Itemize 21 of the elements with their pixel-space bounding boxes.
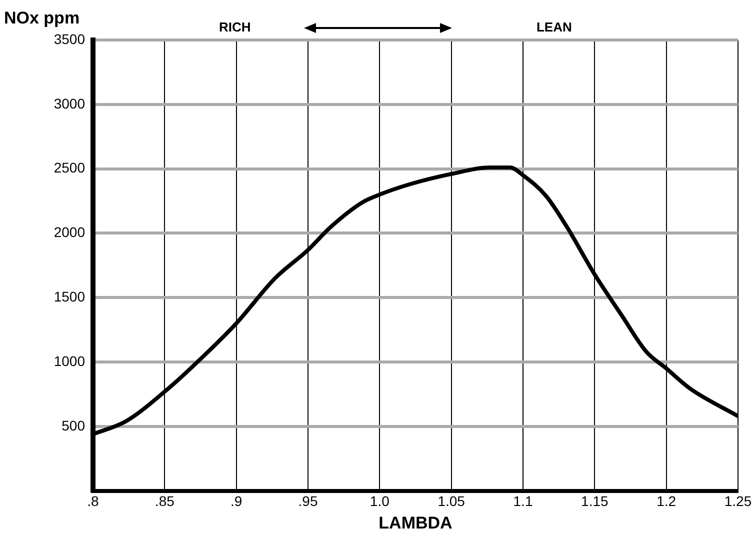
text: RICH xyxy=(219,20,251,35)
x-tick-label: 1.25 xyxy=(724,493,752,510)
y-tick-label: 2000 xyxy=(54,224,86,240)
y-tick-label: 3000 xyxy=(54,95,86,112)
x-tick-label: 1.05 xyxy=(438,493,466,510)
x-tick-label: 1.15 xyxy=(581,493,609,510)
x-tick-label: .9 xyxy=(230,493,242,510)
x-tick-label: 1.0 xyxy=(370,493,390,510)
x-tick-label: .95 xyxy=(298,493,318,510)
x-tick-label: 1.1 xyxy=(513,493,533,510)
text: LEAN xyxy=(536,20,572,35)
x-tick-label: .85 xyxy=(154,493,175,510)
x-tick-label: .8 xyxy=(87,493,100,510)
y-tick-label: 2500 xyxy=(54,160,86,176)
y-tick-label: 3500 xyxy=(54,30,86,47)
x-axis-title: LAMBDA xyxy=(378,513,452,532)
y-tick-label: 1500 xyxy=(54,288,86,304)
y-axis-title: NOx ppm xyxy=(4,8,80,28)
y-tick-label: 500 xyxy=(62,417,86,434)
x-tick-label: 1.2 xyxy=(656,493,676,510)
y-tick-label: 1000 xyxy=(54,352,86,369)
